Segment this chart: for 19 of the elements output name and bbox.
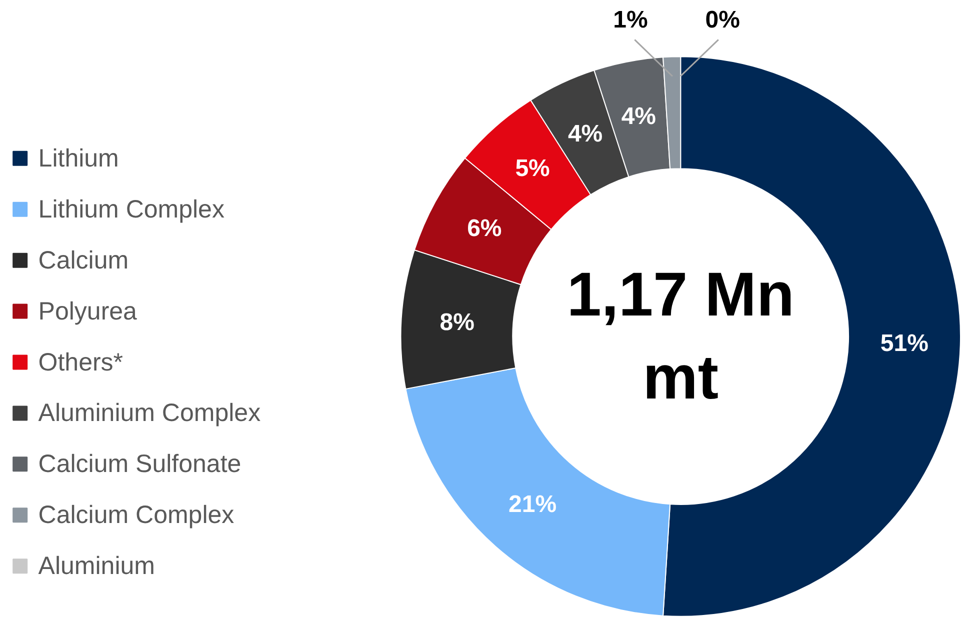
text: 0% <box>705 6 740 34</box>
data-label: 6% <box>467 215 502 242</box>
data-label: 21% <box>508 491 557 518</box>
data-label: 4% <box>568 120 603 148</box>
legend-label: Aluminium Complex <box>38 399 262 428</box>
data-label: 8% <box>440 308 474 336</box>
legend-label: Lithium Complex <box>38 195 225 224</box>
legend-label: Calcium Sulfonate <box>38 450 242 478</box>
legend-label: Others* <box>38 348 124 376</box>
legend-label: Calcium <box>38 246 129 274</box>
data-label: 4% <box>621 102 656 130</box>
data-label: 5% <box>515 154 550 182</box>
legend-label: Aluminium <box>38 552 155 580</box>
legend-label: Lithium <box>38 144 119 172</box>
data-label: 1% <box>613 6 648 34</box>
text: 1,17 Mn mt <box>566 260 794 412</box>
legend-label: Polyurea <box>38 297 138 326</box>
legend-label: Calcium Complex <box>38 501 235 530</box>
data-label: 51% <box>880 330 928 358</box>
